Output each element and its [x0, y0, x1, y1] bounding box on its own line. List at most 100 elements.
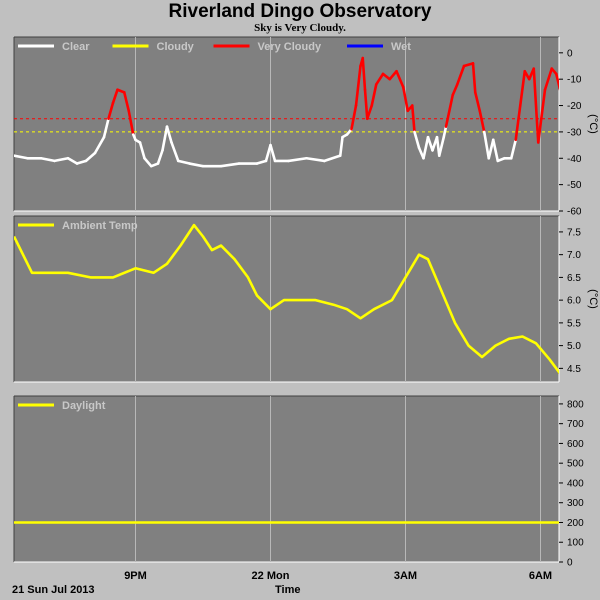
footer-date: 21 Sun Jul 2013 [12, 584, 95, 596]
sky-temp-segment [374, 72, 385, 86]
sky-temp-segment [156, 149, 164, 165]
chart-panel-3: 9PM 22 Mon 3AM 6AM 0 100 200 300 400 500 600 700 800… [13, 395, 584, 582]
plot-background [14, 396, 559, 562]
sky-temp-segment [426, 135, 434, 152]
sky-temp-segment [442, 125, 448, 139]
y-tick-label: 600 [567, 439, 584, 450]
plot-area [14, 223, 559, 375]
sky-temp-segment [39, 156, 56, 163]
sky-temp-segment [471, 62, 477, 94]
y-unit-label: (°C) [587, 114, 599, 134]
sky-temp-segment [365, 104, 374, 121]
y-tick-label: 5.5 [567, 318, 581, 329]
y-tick-label: 800 [567, 399, 584, 410]
sky-temp-segment [395, 69, 405, 89]
sky-temp-segment [66, 156, 79, 165]
sky-temp-segment [482, 130, 491, 160]
plot-area [14, 53, 564, 168]
sky-temp-segment [451, 83, 459, 97]
y-tick-label: 0 [567, 48, 573, 59]
sky-temp-segment [363, 88, 369, 121]
x-tick-label: 6AM [529, 570, 552, 582]
y-tick-label: -40 [567, 154, 582, 165]
sky-temp-segment [161, 125, 169, 152]
y-tick-label: -60 [567, 207, 582, 218]
sky-temp-segment [532, 67, 540, 144]
sky-temp-segment [410, 104, 416, 134]
sky-temp-segment [401, 85, 410, 113]
sky-temp-segment [381, 72, 392, 81]
chart-panel-1: 0 -10 -20 -30 -40 -50 -60 (°C) Clear Cloudy Very C… [13, 36, 599, 218]
sky-temp-segment [176, 159, 191, 165]
sky-temp-segment [287, 156, 308, 163]
series-line-daylight [14, 521, 559, 524]
sky-temp-segment [93, 135, 106, 155]
y-tick-label: 6.0 [567, 296, 581, 307]
y-tick-label: 700 [567, 419, 584, 430]
sky-temp-segment [543, 67, 554, 92]
sky-temp-segment [84, 151, 97, 163]
plot-area [14, 521, 559, 524]
page-title: Riverland Dingo Observatory [168, 1, 432, 22]
sky-temp-segment [422, 135, 430, 160]
sky-temp-segment [122, 91, 131, 113]
sky-temp-segment [127, 109, 135, 136]
sky-temp-segment [75, 159, 88, 165]
sky-temp-segment [444, 93, 455, 128]
y-tick-label: 500 [567, 459, 584, 470]
sky-temp-segment [487, 138, 495, 160]
legend-label: Daylight [62, 400, 106, 412]
sky-temp-segment [323, 154, 342, 163]
sky-temp-segment [107, 101, 115, 121]
sky-temp-segment [143, 156, 153, 168]
y-tick-label: 100 [567, 538, 584, 549]
sky-temp-segment [361, 56, 367, 92]
legend-label: Cloudy [157, 41, 195, 53]
y-tick-label: -50 [567, 180, 582, 191]
sky-temp-segment [413, 130, 421, 150]
sky-temp-segment [462, 62, 475, 68]
sky-temp-segment [536, 88, 547, 144]
sky-temp-segment [269, 143, 277, 163]
legend-label: Wet [391, 41, 411, 53]
sky-temp-segment [165, 125, 173, 144]
sky-temp-segment [473, 91, 482, 113]
y-tick-label: 400 [567, 478, 584, 489]
sky-temp-segment [102, 117, 110, 139]
x-tick-label: 3AM [394, 570, 417, 582]
series-line-ambient-temp [14, 223, 559, 375]
x-tick-label: 9PM [124, 570, 147, 582]
page-subtitle: Sky is Very Cloudy. [254, 22, 346, 34]
legend-label: Clear [62, 41, 90, 53]
x-tick-label: 22 Mon [252, 570, 290, 582]
legend-label: Very Cloudy [258, 41, 322, 53]
x-axis-label: Time [275, 584, 300, 596]
sky-temp-segment [388, 69, 398, 81]
y-tick-label: -20 [567, 101, 582, 112]
sky-temp-segment [350, 104, 358, 131]
sky-temp-segment [491, 138, 500, 163]
legend-label: Ambient Temp [62, 220, 138, 232]
y-unit-label: (°C) [587, 289, 599, 309]
sky-temp-segment [563, 53, 564, 111]
y-tick-label: -30 [567, 127, 582, 138]
sky-temp-segment [370, 83, 378, 107]
sky-temp-segment [219, 162, 241, 168]
sky-temp-segment [305, 156, 326, 163]
y-tick-label: 0 [567, 558, 573, 569]
sky-temp-segment [554, 72, 559, 91]
y-tick-label: -10 [567, 75, 582, 86]
sky-temp-segment [354, 64, 362, 107]
plot-background [14, 37, 559, 211]
sky-temp-segment [509, 138, 518, 160]
sky-temp-segment [255, 159, 268, 165]
sky-temp-segment [437, 135, 446, 157]
y-tick-label: 4.5 [567, 364, 581, 375]
y-tick-label: 5.0 [567, 341, 581, 352]
sky-temp-segment [478, 109, 486, 134]
y-tick-label: 6.5 [567, 273, 581, 284]
sky-temp-segment [138, 141, 146, 160]
sky-temp-segment [264, 143, 272, 163]
sky-temp-segment [14, 154, 29, 160]
